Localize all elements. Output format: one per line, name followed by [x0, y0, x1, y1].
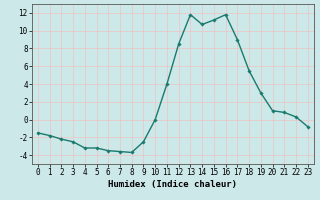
X-axis label: Humidex (Indice chaleur): Humidex (Indice chaleur) — [108, 180, 237, 189]
